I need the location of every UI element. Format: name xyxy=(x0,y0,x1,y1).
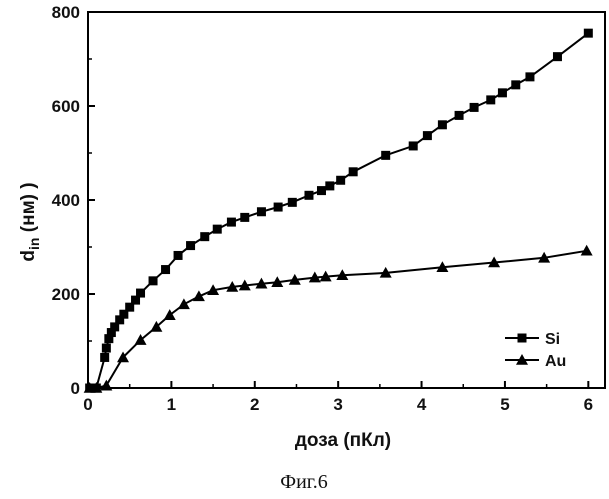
data-point-si xyxy=(273,202,283,212)
data-point-si xyxy=(552,52,562,62)
data-point-si xyxy=(583,28,593,38)
data-point-au xyxy=(117,351,130,363)
x-tick-label: 6 xyxy=(584,395,593,414)
data-point-au xyxy=(336,269,349,280)
data-point-si xyxy=(325,181,335,191)
data-point-si xyxy=(148,276,158,286)
data-point-si xyxy=(511,80,521,90)
data-point-au xyxy=(271,276,284,288)
x-axis-label: доза (пКл) xyxy=(295,430,391,451)
data-point-au xyxy=(488,256,501,268)
y-tick-label: 600 xyxy=(52,97,80,116)
series-layer xyxy=(83,28,593,393)
data-point-au xyxy=(436,261,449,273)
data-point-si xyxy=(454,110,464,120)
y-tick-label: 200 xyxy=(52,285,80,304)
x-tick-label: 0 xyxy=(83,395,92,414)
series-au xyxy=(83,244,593,393)
data-point-si xyxy=(104,334,114,344)
x-tick-label: 4 xyxy=(417,395,427,414)
data-point-si xyxy=(115,315,125,325)
data-point-si xyxy=(287,197,297,207)
data-point-au xyxy=(192,290,205,302)
legend-marker xyxy=(516,354,528,365)
y-tick-label: 400 xyxy=(52,191,80,210)
data-point-si xyxy=(486,95,496,105)
data-point-si xyxy=(408,141,418,151)
data-point-au xyxy=(163,309,176,320)
x-tick-label: 1 xyxy=(167,395,176,414)
data-point-au xyxy=(538,251,551,263)
data-point-au xyxy=(319,270,332,282)
data-point-si xyxy=(381,150,391,160)
data-point-si xyxy=(316,186,326,196)
data-point-au xyxy=(226,280,239,292)
data-point-si xyxy=(110,322,120,332)
y-axis-label-subscript: in xyxy=(26,238,42,250)
data-point-si xyxy=(100,352,110,362)
data-point-si xyxy=(497,88,507,98)
data-point-si xyxy=(106,328,116,338)
legend-item-au: Au xyxy=(505,353,566,370)
data-point-au xyxy=(177,298,190,310)
data-point-si xyxy=(212,224,222,234)
data-point-au xyxy=(134,334,147,345)
y-tick-label: 0 xyxy=(71,379,80,398)
x-tick-label: 3 xyxy=(333,395,342,414)
legend: Si Au xyxy=(505,331,566,370)
data-point-si xyxy=(125,302,135,312)
data-point-au xyxy=(255,277,268,289)
data-point-si xyxy=(469,102,479,112)
data-point-au xyxy=(288,273,301,285)
figure-caption: Фиг.6 xyxy=(280,471,327,493)
y-tick-label: 800 xyxy=(52,3,80,22)
data-point-au xyxy=(90,382,103,393)
data-point-si xyxy=(131,295,141,305)
data-point-si xyxy=(437,120,447,130)
y-axis: 0 200 400 600 800 xyxy=(52,3,95,398)
data-point-si xyxy=(226,217,236,227)
data-point-si xyxy=(525,72,535,82)
y-axis-label-unit: (нм) ) xyxy=(18,182,39,237)
data-point-si xyxy=(240,212,250,222)
data-point-si xyxy=(136,288,146,298)
data-point-au xyxy=(379,266,392,278)
plot-frame xyxy=(87,11,606,389)
data-point-si xyxy=(304,190,314,200)
legend-label: Si xyxy=(545,331,560,348)
data-point-au xyxy=(207,284,220,296)
x-tick-label: 2 xyxy=(250,395,259,414)
data-point-au xyxy=(150,320,163,332)
data-point-si xyxy=(348,167,358,177)
data-point-si xyxy=(173,250,183,260)
data-point-si xyxy=(256,207,266,217)
data-point-si xyxy=(119,309,129,319)
y-axis-label: din (нм) ) xyxy=(18,182,42,261)
data-point-au xyxy=(308,271,321,283)
data-point-si xyxy=(101,343,111,353)
legend-label: Au xyxy=(545,353,566,370)
x-tick-label: 5 xyxy=(500,395,509,414)
plot-area: 0 1 2 3 4 5 6 0 200 400 600 800 xyxy=(52,3,606,414)
data-point-si xyxy=(200,232,210,242)
y-axis-label-main: d xyxy=(18,250,39,262)
x-axis: 0 1 2 3 4 5 6 xyxy=(83,381,593,414)
data-point-au xyxy=(100,379,113,391)
data-point-si xyxy=(422,131,432,141)
legend-marker xyxy=(517,333,527,343)
data-point-au xyxy=(580,244,593,256)
data-point-si xyxy=(336,175,346,185)
legend-item-si: Si xyxy=(505,331,560,348)
data-point-si xyxy=(186,241,196,251)
data-point-au xyxy=(238,279,251,291)
data-point-si xyxy=(161,265,171,275)
